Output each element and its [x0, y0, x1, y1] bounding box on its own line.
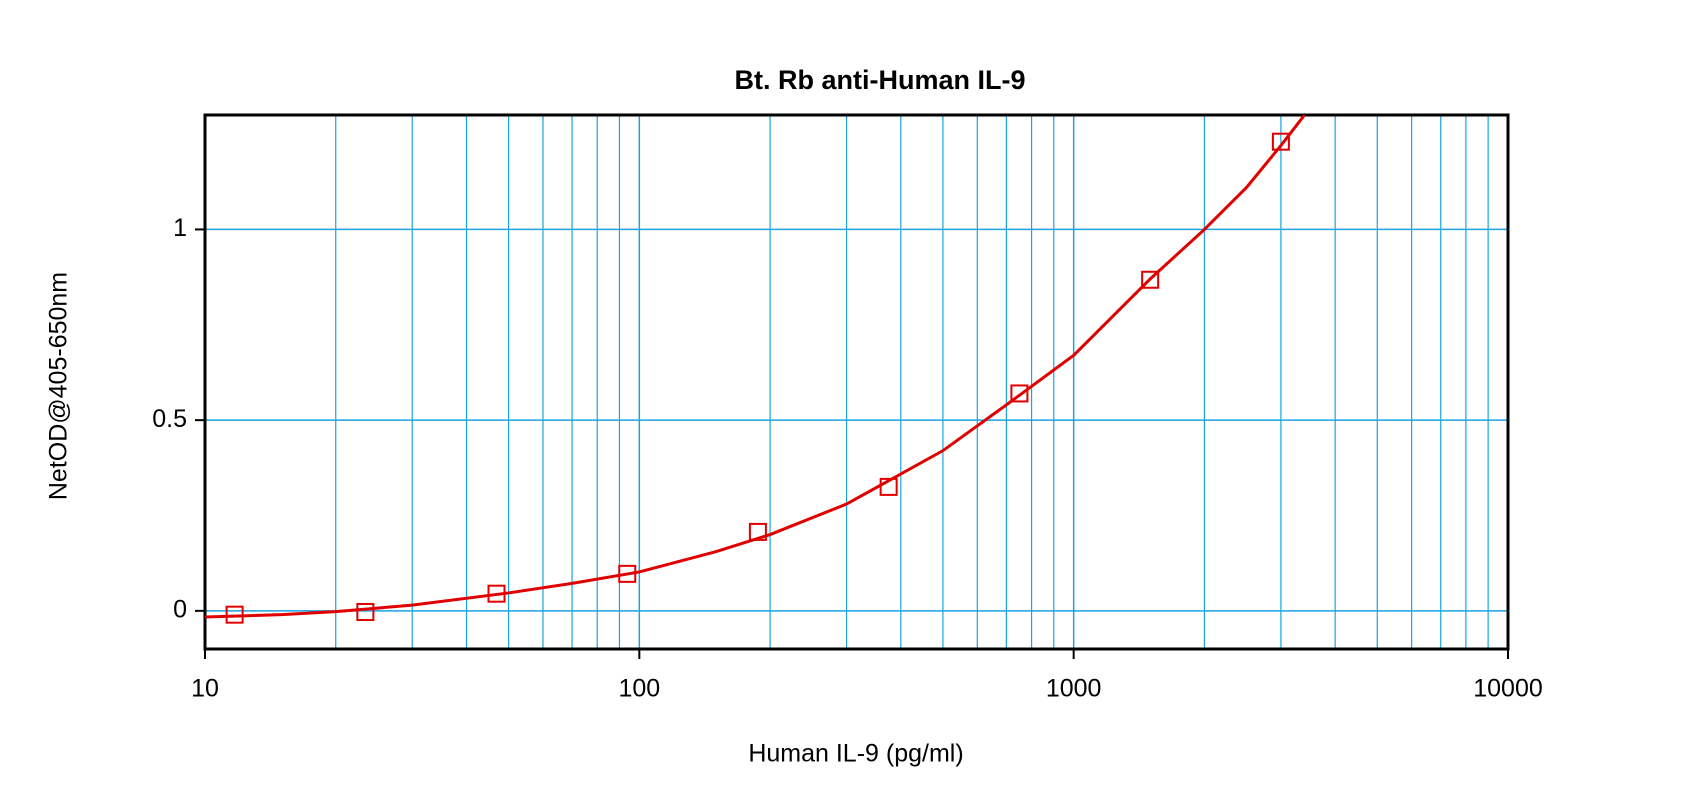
data-point	[879, 477, 898, 496]
x-axis-label: Human IL-9 (pg/ml)	[748, 740, 963, 768]
x-tick-label: 10000	[1473, 675, 1543, 703]
plot-area	[205, 115, 1306, 624]
y-tick-label: 0.5	[152, 405, 187, 433]
fit-curve	[205, 115, 1306, 619]
y-axis-label: NetOD@405-650nm	[45, 272, 73, 500]
plot-frame	[203, 113, 1510, 651]
x-tick-label: 10	[191, 675, 219, 703]
data-point	[356, 603, 375, 622]
data-point	[1010, 384, 1029, 403]
x-tick-label: 100	[618, 675, 660, 703]
data-point	[1141, 270, 1160, 289]
y-tick-label: 0	[173, 595, 187, 623]
x-tick-label: 1000	[1046, 675, 1102, 703]
y-tick-label: 1	[173, 214, 187, 242]
chart-title: Bt. Rb anti-Human IL-9	[735, 65, 1026, 95]
data-point	[1271, 132, 1290, 151]
